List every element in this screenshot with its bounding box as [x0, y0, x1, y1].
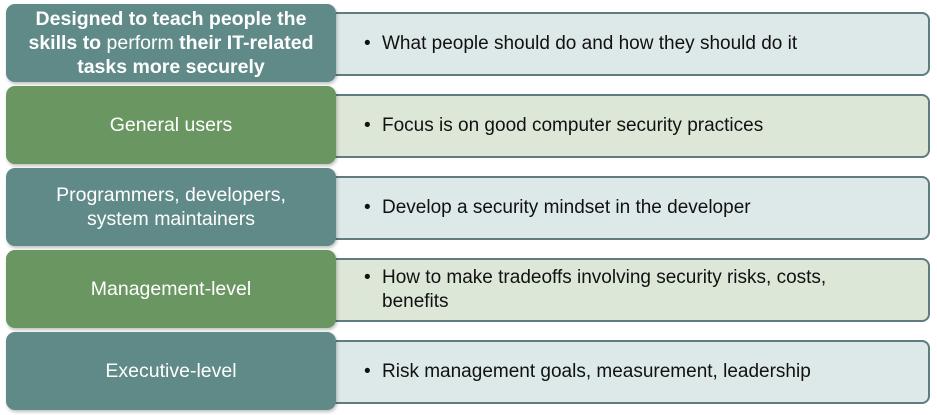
- row-general-users: • Focus is on good computer security pra…: [6, 86, 930, 164]
- description-box: • How to make tradeoffs involving securi…: [328, 258, 930, 322]
- label-part-bold: their IT-related tasks more securely: [77, 32, 314, 78]
- audience-box: Designed to teach people the skills to p…: [6, 4, 336, 82]
- description-box: • Focus is on good computer security pra…: [328, 94, 930, 158]
- description-text: What people should do and how they shoul…: [382, 33, 798, 54]
- row-management: • How to make tradeoffs involving securi…: [6, 250, 930, 328]
- description-box: • Risk management goals, measurement, le…: [328, 340, 930, 404]
- audience-label: Management-level: [90, 278, 252, 300]
- audience-label: Executive-level: [105, 360, 237, 382]
- bullet: •: [364, 197, 371, 218]
- description-text: How to make tradeoffs involving security…: [382, 267, 827, 312]
- description-box: • Develop a security mindset in the deve…: [328, 176, 930, 240]
- description-text: Risk management goals, measurement, lead…: [382, 361, 811, 382]
- row-purpose: • What people should do and how they sho…: [6, 4, 930, 82]
- audience-label: General users: [109, 114, 233, 136]
- description-text: Develop a security mindset in the develo…: [382, 197, 751, 218]
- bullet: •: [364, 33, 371, 54]
- audience-label: Designed to teach people the skills to p…: [16, 7, 326, 79]
- description-box: • What people should do and how they sho…: [328, 12, 930, 76]
- audience-label: Programmers, developers, system maintain…: [56, 184, 286, 230]
- audience-box: Executive-level: [6, 332, 336, 410]
- label-part-regular: perform: [106, 32, 174, 54]
- audience-box: General users: [6, 86, 336, 164]
- audience-box: Management-level: [6, 250, 336, 328]
- bullet: •: [364, 361, 371, 382]
- audience-box: Programmers, developers, system maintain…: [6, 168, 336, 246]
- bullet: •: [364, 267, 371, 288]
- row-executive: • Risk management goals, measurement, le…: [6, 332, 930, 410]
- bullet: •: [364, 115, 371, 136]
- row-programmers: • Develop a security mindset in the deve…: [6, 168, 930, 246]
- label-part-bold: Designed to teach people the skills to: [28, 8, 307, 54]
- description-text: Focus is on good computer security pract…: [382, 115, 764, 136]
